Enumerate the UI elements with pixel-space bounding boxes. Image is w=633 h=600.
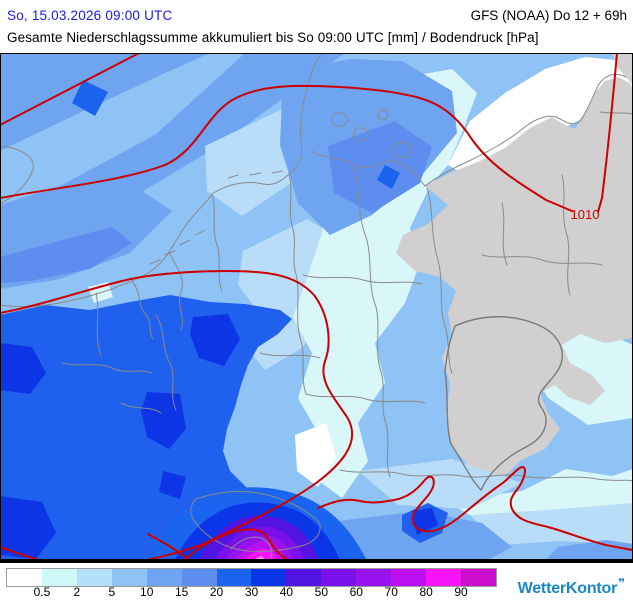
wetterkontor-logo[interactable]: WetterKontor❞: [517, 576, 626, 598]
legend-swatch: [76, 569, 112, 586]
header-datetime: So, 15.03.2026 09:00 UTC: [7, 8, 173, 23]
legend-swatch: [460, 569, 496, 586]
precipitation-map: 1010: [0, 53, 633, 563]
legend-swatch: [7, 569, 42, 586]
map-title: Gesamte Niederschlagssumme akkumuliert b…: [7, 30, 539, 45]
legend-swatch: [321, 569, 357, 586]
legend-swatch: [181, 569, 217, 586]
legend-tick-label: 40: [279, 585, 294, 599]
legend-swatch: [41, 569, 77, 586]
header-model-run: GFS (NOAA) Do 12 + 69h: [470, 8, 627, 23]
map-container: 1010: [0, 53, 633, 563]
legend-swatch: [391, 569, 427, 586]
legend-swatch: [286, 569, 322, 586]
logo-text: WetterKontor: [517, 580, 618, 597]
legend-swatch: [426, 569, 461, 586]
legend-tick-label: 80: [419, 585, 433, 599]
legend-tick-label: 50: [314, 585, 329, 599]
legend-tick-label: 30: [244, 585, 259, 599]
legend-swatch: [146, 569, 182, 586]
legend-tick-label: 0.5: [33, 585, 51, 599]
legend-swatch: [216, 569, 252, 586]
legend-tick-label: 15: [174, 585, 189, 599]
legend-bar: [6, 568, 497, 587]
header: So, 15.03.2026 09:00 UTC GFS (NOAA) Do 1…: [0, 0, 633, 53]
legend-tick-label: 20: [209, 585, 224, 599]
legend-tick-label: 70: [384, 585, 398, 599]
legend-tick-label: 10: [140, 585, 154, 599]
legend-swatch: [356, 569, 392, 586]
logo-swoosh-icon: ❞: [618, 576, 625, 590]
legend-tick-label: 2: [73, 585, 81, 599]
legend-tick-label: 90: [454, 585, 468, 599]
legend-tick-label: 5: [108, 585, 116, 599]
isobar-label-1010: 1010: [571, 207, 600, 222]
legend-swatch: [111, 569, 147, 586]
legend-swatch: [251, 569, 287, 586]
legend-tick-label: 60: [349, 585, 363, 599]
legend-labels: 0.5 2 5 10 15 20 30 40 50 60 70 80 90: [0, 585, 633, 599]
